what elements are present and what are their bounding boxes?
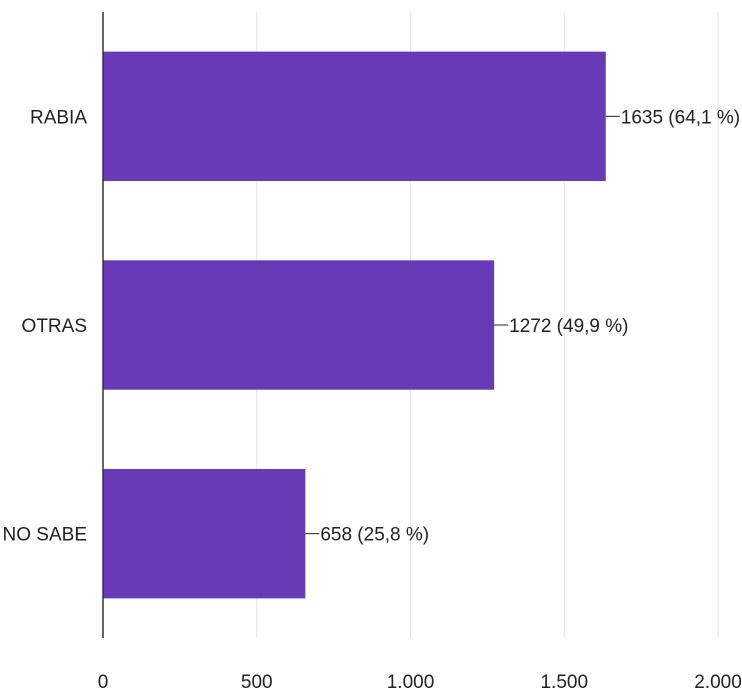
- x-tick-label: 2.000: [694, 672, 742, 693]
- bars: [103, 51, 606, 599]
- data-label: 1272 (49,9 %): [509, 316, 628, 337]
- category-label: NO SABE: [3, 525, 87, 546]
- category-label: RABIA: [30, 107, 87, 128]
- x-tick-label: 1.000: [387, 672, 435, 693]
- bar-no-sabe: [103, 468, 306, 599]
- category-label: OTRAS: [22, 316, 87, 337]
- category-labels: RABIA OTRAS NO SABE: [3, 107, 88, 545]
- x-tick-labels: 0 500 1.000 1.500 2.000: [98, 672, 742, 693]
- data-labels: 1635 (64,1 %) 1272 (49,9 %) 658 (25,8 %): [305, 107, 740, 546]
- bar-otras: [103, 260, 495, 390]
- x-tick-label: 500: [241, 672, 273, 693]
- x-tick-label: 0: [98, 672, 109, 693]
- data-label: 1635 (64,1 %): [621, 107, 740, 128]
- x-tick-label: 1.500: [540, 672, 588, 693]
- data-label: 658 (25,8 %): [320, 525, 429, 546]
- bar-rabia: [103, 51, 606, 182]
